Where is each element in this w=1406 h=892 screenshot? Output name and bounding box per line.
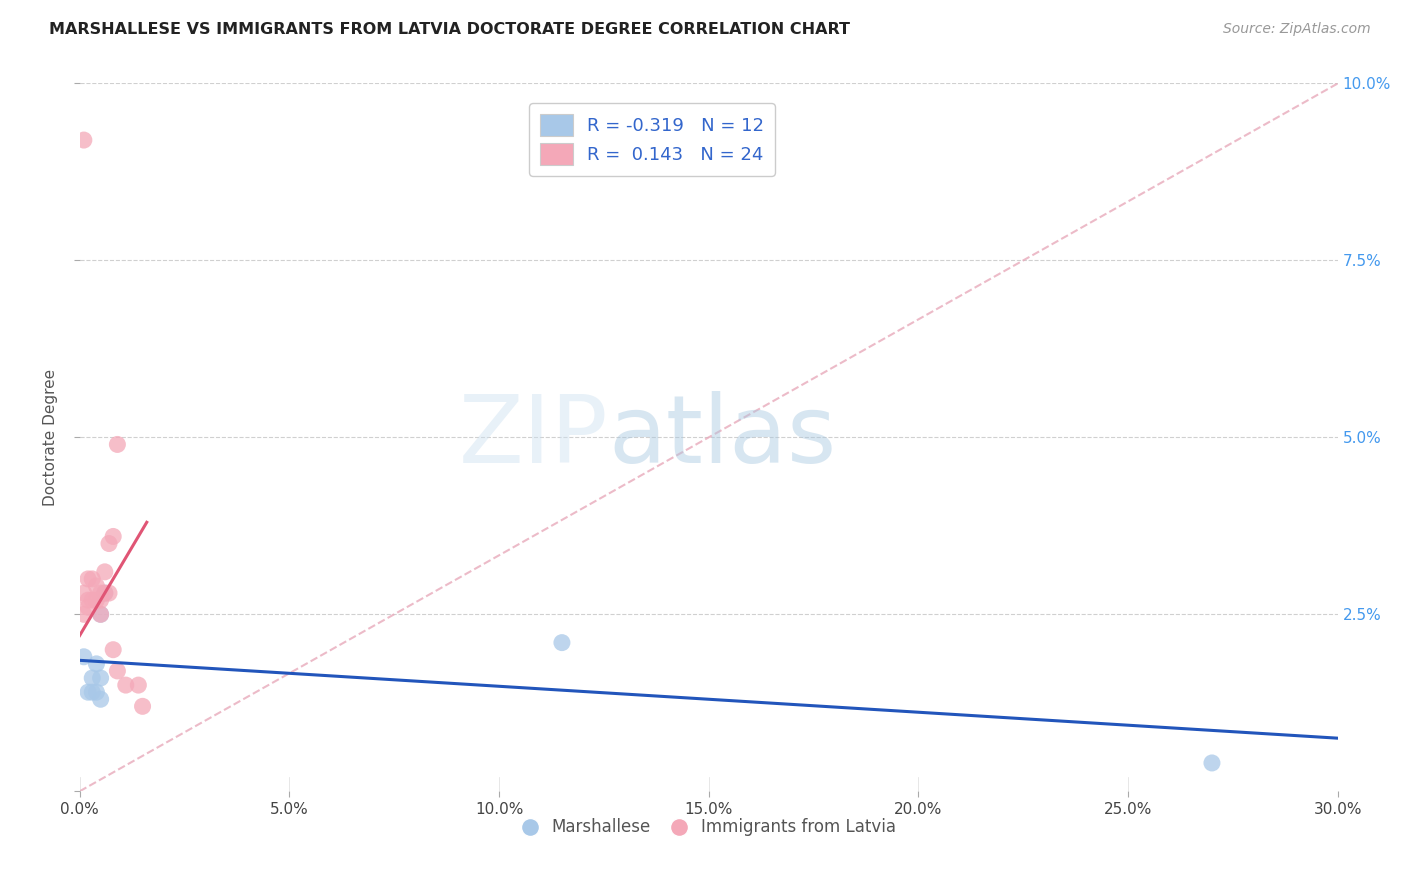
Point (77, 600, 100, 615)
Point (94, 586, 117, 600)
Point (77, 685, 100, 699)
Point (103, 642, 125, 657)
Point (103, 529, 125, 543)
Text: MARSHALLESE VS IMMIGRANTS FROM LATVIA DOCTORATE DEGREE CORRELATION CHART: MARSHALLESE VS IMMIGRANTS FROM LATVIA DO… (49, 22, 851, 37)
Y-axis label: Doctorate Degree: Doctorate Degree (44, 368, 58, 506)
Point (94, 586, 117, 600)
Point (82, 685, 104, 699)
Point (94, 565, 117, 579)
Point (114, 678, 136, 692)
Point (73, 649, 96, 664)
Text: ZIP: ZIP (458, 392, 607, 483)
Point (90, 607, 112, 622)
Point (105, 664, 128, 678)
Point (77, 572, 100, 586)
Legend: Marshallese, Immigrants from Latvia: Marshallese, Immigrants from Latvia (515, 812, 903, 843)
Point (73, 133, 96, 147)
Point (105, 437, 128, 451)
Point (90, 607, 112, 622)
Point (551, 635, 574, 649)
Point (82, 572, 104, 586)
Point (90, 586, 112, 600)
Point (82, 671, 104, 685)
Point (73, 607, 96, 622)
Point (1201, 756, 1223, 770)
Point (77, 593, 100, 607)
Point (86, 593, 108, 607)
Point (90, 692, 112, 706)
Point (73, 586, 96, 600)
Point (98, 586, 121, 600)
Point (82, 593, 104, 607)
Point (90, 593, 112, 607)
Point (90, 671, 112, 685)
Point (98, 536, 121, 550)
Point (86, 579, 108, 593)
Point (127, 678, 149, 692)
Point (86, 657, 108, 671)
Text: Source: ZipAtlas.com: Source: ZipAtlas.com (1223, 22, 1371, 37)
Point (86, 685, 108, 699)
Point (131, 699, 153, 714)
Text: atlas: atlas (607, 392, 837, 483)
